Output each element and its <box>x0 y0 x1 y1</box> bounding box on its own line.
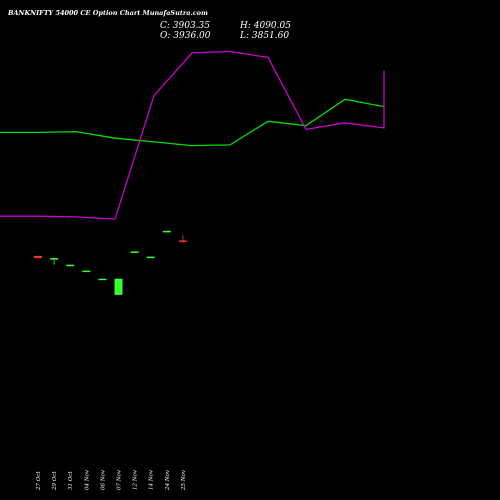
x-tick-label: 29 Oct <box>52 471 58 491</box>
x-tick-label: 06 Nov <box>100 469 106 490</box>
x-tick-label: 31 Oct <box>68 471 74 490</box>
candle-body <box>130 251 139 253</box>
x-tick-label: 04 Nov <box>84 469 90 490</box>
candles-group <box>34 230 187 295</box>
x-tick-label: 14 Nov <box>149 469 155 490</box>
candle-body <box>50 258 59 260</box>
candle-body <box>114 278 123 295</box>
open-value: O: 3936.00 <box>160 31 211 41</box>
x-tick-label: 07 Nov <box>117 469 123 490</box>
indicator-line-1 <box>0 98 385 147</box>
candle-body <box>178 240 187 242</box>
x-tick-label: 27 Oct <box>36 471 42 491</box>
indicator-lines <box>0 50 385 220</box>
low-value: L: 3851.60 <box>239 31 289 41</box>
x-tick-labels: 27 Oct 29 Oct 31 Oct 04 Nov 06 Nov 07 Nov 12 N… <box>36 469 187 491</box>
high-value: H: 4090.05 <box>239 21 291 31</box>
candle-body <box>66 264 75 267</box>
x-tick-label: 12 Nov <box>133 469 139 490</box>
close-value: C: 3903.35 <box>160 21 210 31</box>
candle-body <box>34 255 42 259</box>
candle-body <box>162 230 171 233</box>
indicator-line-2 <box>0 50 385 220</box>
x-tick-label: 25 Nov <box>181 469 187 491</box>
candle-body <box>146 256 155 259</box>
x-tick-label: 24 Nov <box>165 469 171 491</box>
candle-body <box>82 270 91 273</box>
chart-title: BANKNIFTY 54000 CE Option Chart MunafaSu… <box>7 9 208 17</box>
candle-body <box>98 278 107 281</box>
